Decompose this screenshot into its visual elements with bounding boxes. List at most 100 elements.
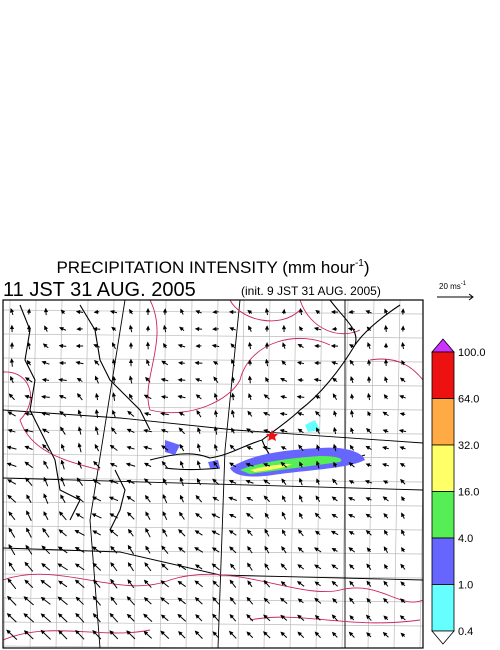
grid-line [3, 381, 423, 387]
wind-arrow-head [213, 426, 218, 431]
wind-arrow-head [145, 325, 151, 331]
wind-arrow-head [76, 393, 82, 398]
wind-arrow-head [77, 426, 82, 432]
wind-arrow-head [383, 615, 388, 620]
wind-arrow-head [75, 309, 81, 315]
wind-arrow-head [109, 513, 115, 518]
wind-arrow-head [316, 478, 321, 484]
wind-arrow-head [161, 563, 166, 568]
wind-arrow-head [331, 564, 337, 569]
wind-arrow-head [77, 409, 82, 415]
wind-arrow-head [348, 309, 353, 315]
wind-arrow-head [212, 631, 218, 636]
wind-arrow-head [7, 578, 12, 584]
wind-arrow-head [195, 310, 201, 315]
wind-arrow-head [143, 394, 149, 399]
grid-line [211, 300, 219, 648]
colorbar-label: 32.0 [458, 440, 479, 452]
wind-arrow-head [382, 480, 388, 485]
wind-arrow-head [229, 546, 234, 551]
wind-arrow-head [298, 307, 304, 313]
wind-arrow-head [178, 546, 183, 552]
wind-arrow-head [60, 443, 65, 449]
wind-arrow-head [76, 477, 81, 483]
grid-line [3, 525, 423, 531]
wind-arrow-head [24, 411, 29, 416]
wind-arrow-head [331, 513, 337, 518]
wind-arrow-head [332, 443, 338, 449]
wind-arrow-head [58, 529, 64, 534]
wind-arrow-head [246, 446, 252, 451]
wind-arrow-head [162, 308, 168, 313]
wind-arrow-head [365, 614, 371, 620]
wind-arrow-head [231, 358, 235, 364]
wind-arrow-head [383, 580, 388, 586]
wind-arrow-head [178, 427, 184, 433]
wind-arrow-head [178, 412, 184, 417]
wind-arrow-head [126, 495, 132, 501]
wind-arrow-head [399, 395, 405, 400]
wind-arrow-head [26, 527, 30, 533]
wind-arrow-head [213, 376, 218, 382]
wind-arrow-head [110, 578, 115, 584]
wind-arrow-head [331, 631, 337, 637]
wind-arrow-head [128, 309, 134, 314]
wind-arrow-head [178, 631, 183, 636]
wind-arrow-head [366, 359, 372, 364]
wind-arrow-head [315, 309, 321, 315]
wind-arrow-head [110, 596, 115, 602]
wind-arrow-head [127, 579, 132, 584]
wind-arrow-head [263, 495, 269, 501]
wind-arrow-head [74, 529, 80, 534]
wind-arrow-head [94, 409, 99, 414]
wind-arrow-head [160, 411, 165, 416]
wind-arrow-head [143, 445, 148, 450]
wind-arrow-head [24, 377, 30, 382]
wind-arrow-head [75, 495, 81, 500]
wind-arrow-head [40, 613, 46, 618]
wind-arrow-head [281, 529, 286, 535]
wind-arrow-head [211, 513, 217, 518]
wind-arrow-head [92, 326, 98, 332]
wind-arrow-head [41, 411, 46, 416]
wind-arrow-head [349, 409, 355, 415]
wind-arrow-head [109, 462, 115, 467]
wind-arrow-head [7, 479, 12, 484]
wind-arrow-head [75, 513, 81, 518]
wind-arrow-head [400, 632, 406, 638]
wind-arrow-head [247, 359, 253, 364]
wind-arrow-head [194, 360, 200, 366]
wind-arrow-head [41, 377, 47, 383]
wind-arrow-head [330, 530, 336, 535]
wind-arrow-head [125, 462, 131, 467]
wind-arrow-head [177, 394, 183, 399]
wind-arrow-head [349, 597, 354, 603]
wind-arrow-head [366, 427, 371, 433]
wind-arrow-head [214, 443, 218, 449]
wind-arrow-head [26, 308, 32, 313]
wind-arrow-head [194, 630, 200, 636]
wind-arrow-head [349, 564, 354, 569]
wind-arrow-head [24, 445, 30, 450]
grid-line [419, 453, 423, 648]
wind-arrow-head [281, 324, 287, 330]
wind-arrow-head [91, 546, 97, 551]
wind-arrow-head [399, 412, 405, 417]
wind-arrow-head [228, 630, 234, 636]
wind-arrow-head [93, 579, 98, 585]
wind-arrow-head [196, 409, 201, 415]
wind-arrow-head [383, 324, 389, 330]
wind-arrow-head [383, 358, 389, 364]
wind-arrow-head [213, 461, 218, 466]
grid-line [185, 300, 193, 648]
map [3, 300, 423, 648]
wind-arrow-head [58, 630, 63, 635]
wind-arrow-head [195, 394, 201, 399]
wind-arrow-head [177, 580, 183, 586]
wind-arrow-head [145, 341, 151, 347]
wind-arrow-head [8, 511, 13, 517]
wind-arrow-head [263, 394, 269, 399]
wind-arrow-head [314, 530, 320, 535]
wind-arrow-head [230, 376, 236, 381]
